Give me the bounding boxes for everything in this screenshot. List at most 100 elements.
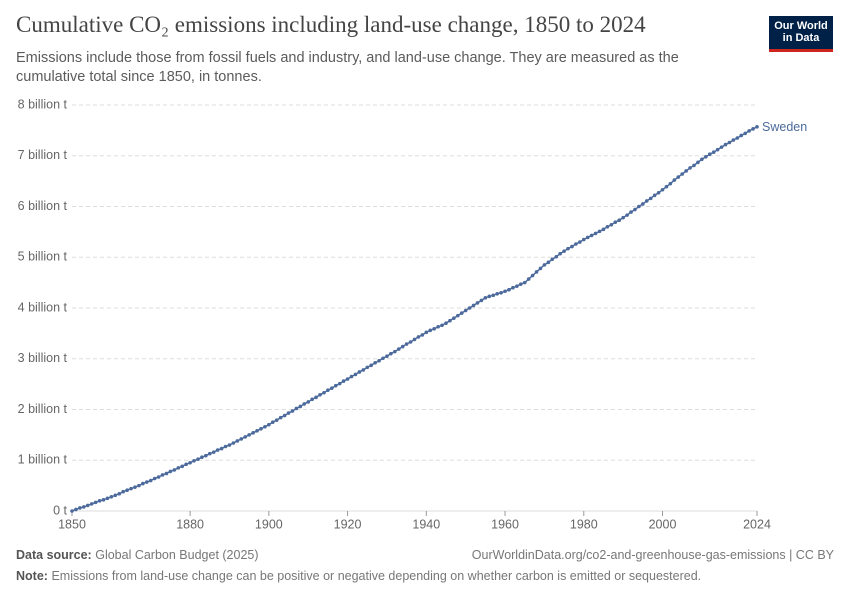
point	[373, 361, 377, 365]
y-tick-label: 7 billion t	[18, 148, 68, 162]
x-tick-label: 2000	[649, 517, 677, 531]
point	[318, 392, 322, 397]
point	[294, 406, 299, 411]
point	[251, 431, 255, 435]
point	[176, 466, 181, 470]
point	[357, 370, 362, 374]
point	[298, 404, 303, 409]
point	[365, 365, 370, 370]
point	[491, 293, 496, 298]
point	[522, 280, 527, 285]
point	[117, 491, 122, 496]
point	[479, 298, 484, 303]
logo-line: Our World	[774, 20, 828, 32]
point	[231, 441, 236, 445]
title: Cumulative CO₂ emissions including land-…	[16, 12, 646, 37]
point	[574, 242, 578, 246]
point	[487, 294, 492, 299]
point	[314, 395, 318, 400]
point	[652, 193, 657, 198]
point	[526, 277, 531, 281]
point	[204, 453, 208, 458]
point	[570, 244, 574, 249]
point	[345, 377, 350, 381]
point	[424, 330, 429, 335]
point	[400, 344, 405, 349]
point	[515, 284, 519, 288]
point	[330, 386, 334, 390]
point	[243, 435, 248, 439]
point	[215, 448, 220, 452]
point	[109, 494, 114, 499]
point	[180, 464, 185, 469]
point	[581, 237, 586, 242]
x-tick-label: 1900	[255, 517, 283, 531]
point	[381, 356, 385, 361]
note: Note: Emissions from land-use change can…	[16, 569, 701, 583]
source-label: Data source:	[16, 548, 92, 562]
point	[263, 424, 267, 429]
point	[507, 287, 511, 292]
point	[676, 175, 681, 179]
x-tick-label: 1960	[491, 517, 519, 531]
point	[471, 303, 476, 308]
y-tick-label: 0 t	[53, 503, 67, 517]
point	[184, 462, 188, 467]
point	[160, 473, 165, 477]
x-tick-label: 1940	[412, 517, 440, 531]
point	[542, 263, 547, 267]
logo-line: in Data	[782, 32, 820, 44]
point	[144, 480, 149, 484]
point	[74, 507, 78, 512]
point	[558, 251, 562, 256]
point	[227, 443, 232, 447]
url[interactable]: OurWorldinData.org/co2-and-greenhouse-ga…	[471, 548, 834, 562]
point	[475, 301, 480, 305]
point	[168, 469, 173, 474]
point	[274, 418, 279, 422]
point	[656, 190, 661, 195]
point	[518, 282, 523, 286]
point	[152, 476, 157, 481]
point	[389, 351, 393, 356]
point	[247, 433, 251, 437]
point	[459, 311, 464, 315]
point	[192, 458, 196, 463]
point	[452, 316, 456, 320]
point	[349, 374, 354, 379]
point	[660, 187, 665, 192]
point	[495, 291, 499, 296]
point	[310, 397, 314, 402]
point	[125, 488, 129, 492]
point	[172, 468, 177, 472]
point	[239, 437, 244, 441]
point	[278, 415, 283, 420]
point	[621, 215, 625, 220]
point	[267, 422, 271, 427]
point	[641, 202, 645, 206]
x-tick-label: 2024	[743, 517, 771, 531]
point	[113, 493, 118, 498]
point	[589, 233, 594, 238]
source-text: Global Carbon Budget (2025)	[95, 548, 259, 562]
point	[688, 166, 692, 170]
point	[633, 207, 637, 212]
point	[440, 323, 444, 328]
point	[727, 140, 732, 145]
point	[164, 471, 169, 476]
point	[137, 483, 141, 488]
point	[566, 246, 570, 251]
x-tick-label: 1880	[176, 517, 204, 531]
point	[396, 347, 401, 351]
point	[731, 138, 736, 142]
logo[interactable]: Our World in Data	[769, 16, 833, 52]
point	[420, 333, 425, 337]
point	[141, 481, 145, 486]
point	[585, 235, 590, 240]
point	[432, 327, 436, 331]
point	[369, 363, 373, 368]
point	[483, 296, 488, 300]
point	[538, 266, 543, 271]
point	[605, 225, 610, 229]
